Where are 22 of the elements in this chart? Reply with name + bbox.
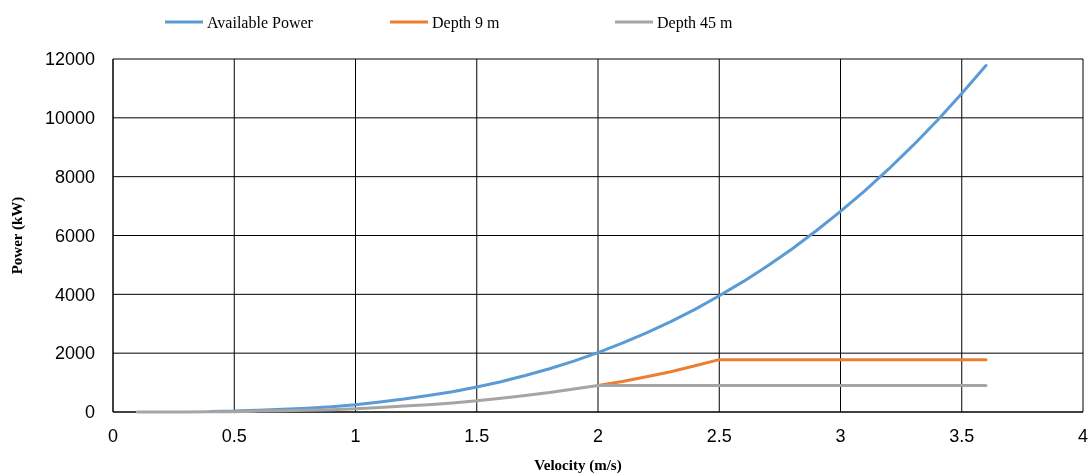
- legend-label: Depth 45 m: [657, 13, 734, 32]
- y-tick-label: 12000: [44, 49, 95, 70]
- legend-label: Depth 9 m: [432, 13, 501, 32]
- x-tick-label: 4: [1077, 426, 1089, 446]
- x-tick-label: 3.5: [949, 426, 975, 446]
- y-tick-label: 6000: [54, 225, 95, 246]
- y-tick-label: 8000: [54, 166, 95, 187]
- line-series: [135, 384, 988, 414]
- x-tick-label: 0.5: [221, 426, 247, 446]
- x-tick-label: 0: [107, 426, 119, 446]
- y-axis-title: Power (kW): [9, 196, 26, 275]
- x-tick-label: 2: [592, 426, 604, 446]
- x-tick-label: 3: [835, 426, 846, 446]
- legend-label: Available Power: [207, 13, 314, 31]
- x-tick-label: 2.5: [706, 426, 732, 446]
- x-tick-label: 1: [350, 426, 361, 446]
- x-tick-label: 1.5: [464, 426, 490, 446]
- y-tick-label: 0: [84, 402, 95, 423]
- x-axis-title: Velocity (m/s): [534, 457, 622, 473]
- y-tick-label: 2000: [54, 343, 95, 364]
- y-tick-label: 10000: [44, 108, 95, 129]
- y-tick-label: 4000: [54, 284, 95, 305]
